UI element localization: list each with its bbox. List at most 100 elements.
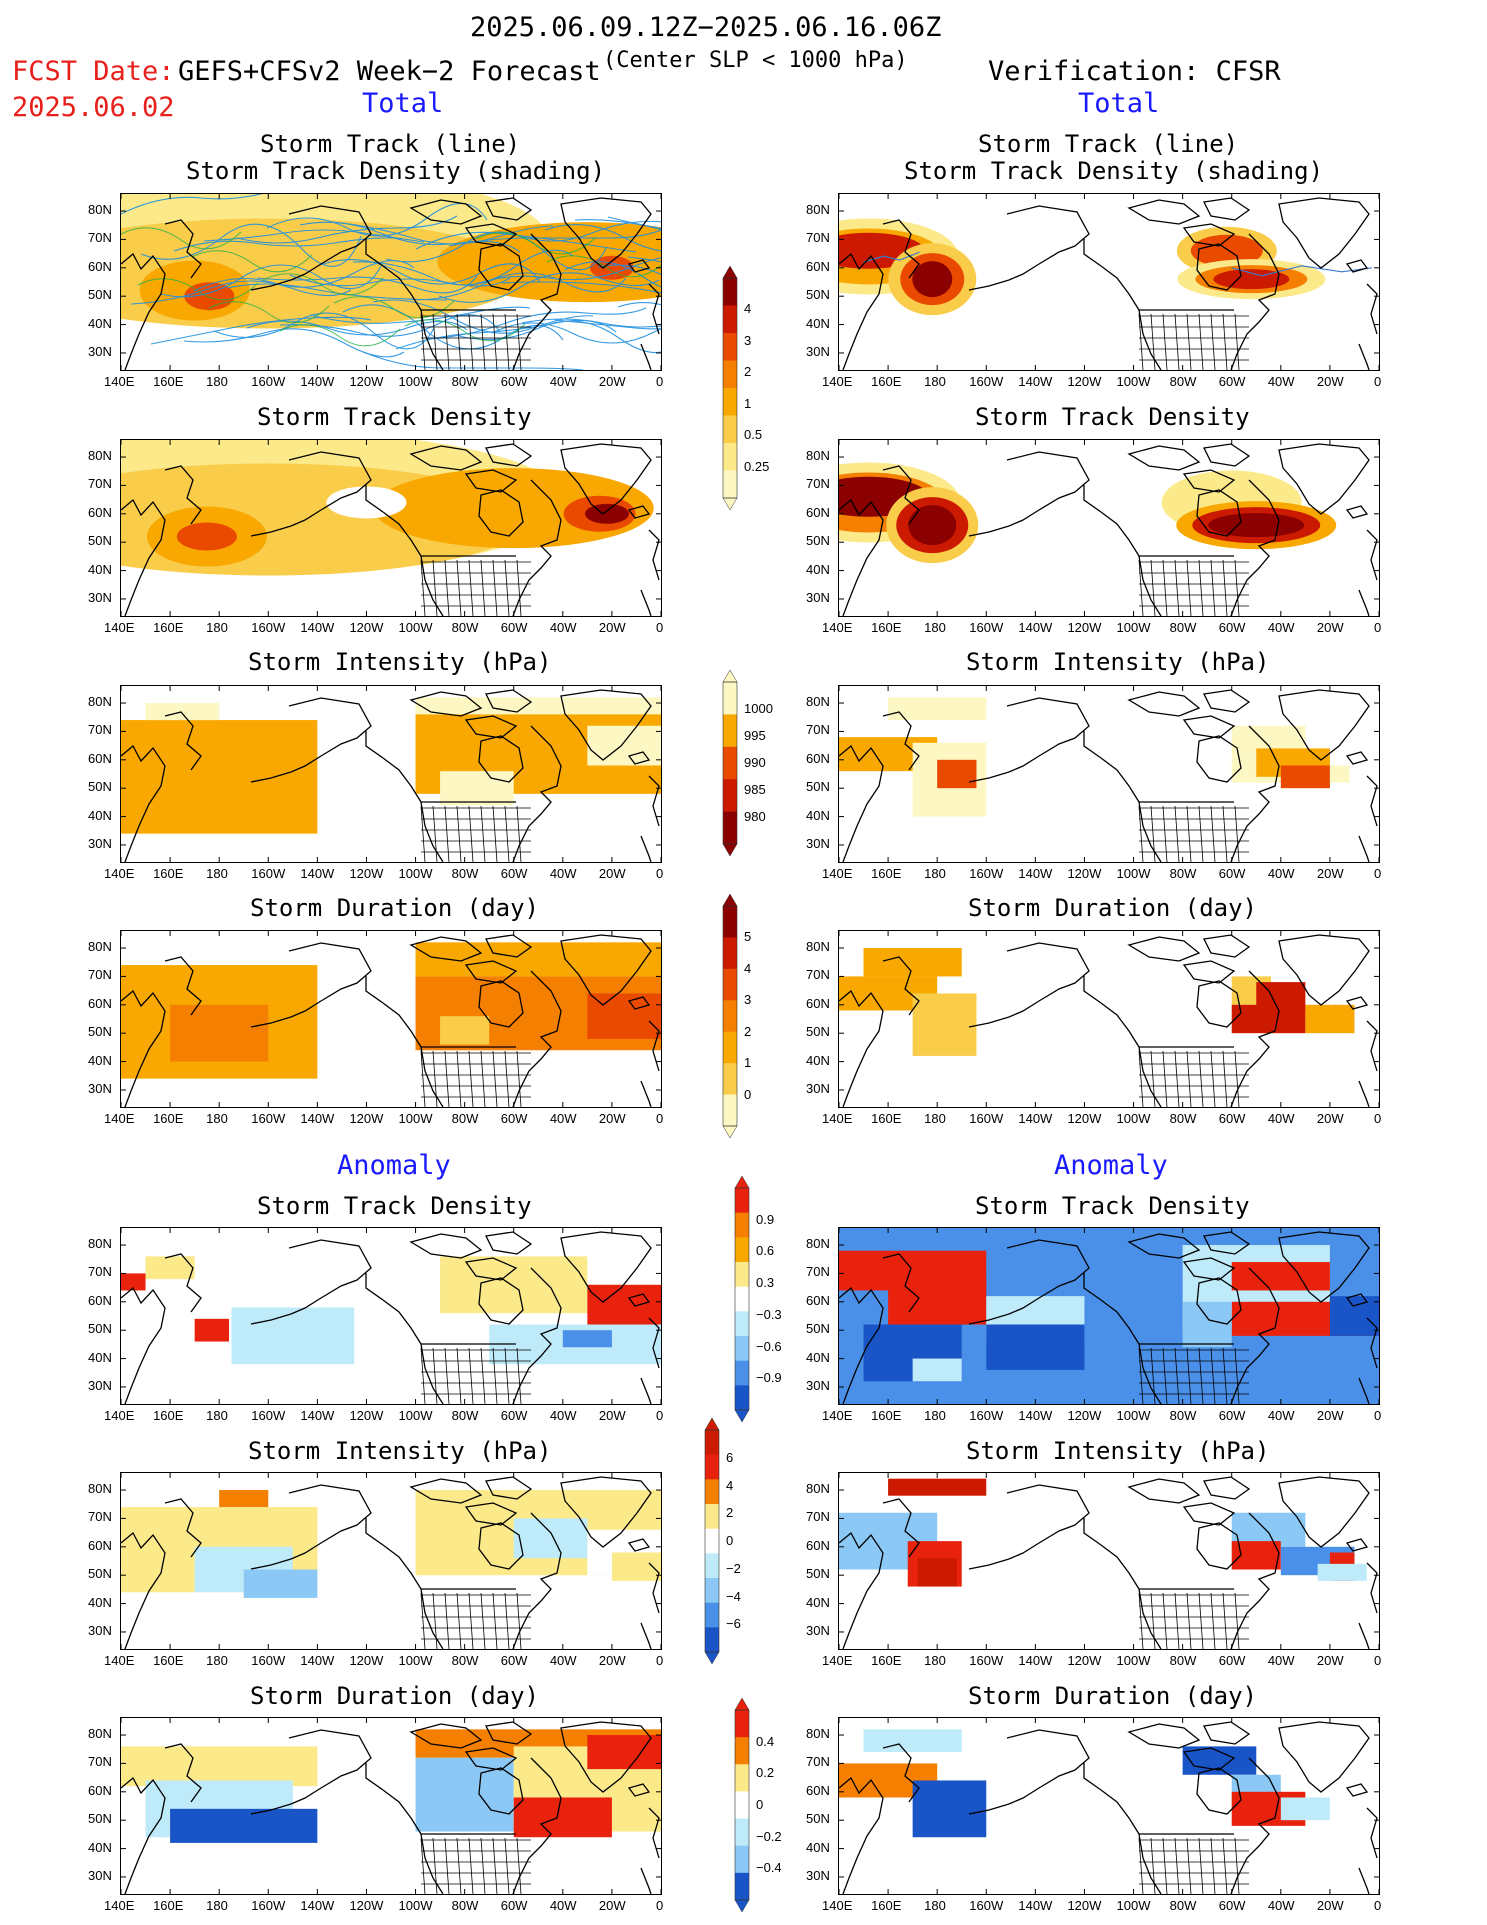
lat-label: 80N xyxy=(806,694,830,710)
lon-label: 80W xyxy=(1169,1898,1197,1913)
lon-label: 180 xyxy=(924,1111,946,1126)
lat-label: 70N xyxy=(88,1264,112,1280)
lat-label: 40N xyxy=(806,1839,830,1855)
panel-l3-title: Storm Intensity (hPa) xyxy=(248,648,552,676)
lon-label: 0 xyxy=(1374,1111,1382,1126)
map-plot-r4 xyxy=(839,931,1379,1107)
lon-label: 20W xyxy=(1316,374,1344,389)
lon-label: 140E xyxy=(104,620,135,635)
lon-label: 140E xyxy=(822,374,853,389)
map-plot-l1 xyxy=(121,194,661,370)
lat-label: 50N xyxy=(806,779,830,795)
lat-label: 80N xyxy=(88,1481,112,1497)
colorbar-label: 5 xyxy=(744,929,752,945)
lon-label: 40W xyxy=(549,1408,577,1423)
lon-label: 140W xyxy=(1018,1653,1053,1668)
lon-label: 140W xyxy=(300,866,335,881)
map-plot-l5 xyxy=(121,1228,661,1404)
lat-label: 30N xyxy=(88,1080,112,1096)
map-panel-l4 xyxy=(120,930,662,1108)
lon-label: 140W xyxy=(1018,620,1053,635)
lat-label: 30N xyxy=(88,589,112,605)
lon-label: 160W xyxy=(251,374,286,389)
map-panel-r7 xyxy=(838,1717,1380,1895)
map-plot-r7 xyxy=(839,1718,1379,1894)
lon-label: 160W xyxy=(251,1653,286,1668)
lon-label: 40W xyxy=(1267,866,1295,881)
lat-label: 80N xyxy=(806,1236,830,1252)
lat-label: 80N xyxy=(88,939,112,955)
lat-label: 50N xyxy=(88,287,112,303)
lat-label: 30N xyxy=(88,835,112,851)
colorbar-label: −4 xyxy=(726,1588,741,1604)
lon-label: 20W xyxy=(598,1898,626,1913)
lon-label: 160W xyxy=(251,1111,286,1126)
panel-l1-title-2: Storm Track Density (shading) xyxy=(186,157,606,185)
lon-label: 60W xyxy=(500,866,528,881)
lon-label: 180 xyxy=(924,1653,946,1668)
lat-label: 30N xyxy=(88,1622,112,1638)
lon-label: 140W xyxy=(300,1111,335,1126)
lon-label: 80W xyxy=(451,374,479,389)
lon-label: 140W xyxy=(1018,1111,1053,1126)
map-panel-r5 xyxy=(838,1227,1380,1405)
lon-label: 60W xyxy=(500,1653,528,1668)
lon-label: 160W xyxy=(969,1111,1004,1126)
lon-label: 100W xyxy=(398,1898,433,1913)
lon-label: 20W xyxy=(1316,1653,1344,1668)
lon-label: 140E xyxy=(822,1111,853,1126)
lon-label: 120W xyxy=(1067,866,1102,881)
panel-r2-title: Storm Track Density xyxy=(975,403,1250,431)
colorbar-density xyxy=(722,266,738,510)
colorbar-label: −0.6 xyxy=(756,1338,782,1354)
lon-label: 60W xyxy=(1218,1408,1246,1423)
colorbar-anom_duration xyxy=(734,1698,750,1912)
lon-label: 160W xyxy=(251,866,286,881)
lat-label: 70N xyxy=(806,476,830,492)
map-plot-l2 xyxy=(121,440,661,616)
colorbar-label: 0 xyxy=(744,1086,752,1102)
lon-label: 0 xyxy=(656,1111,664,1126)
lon-label: 140E xyxy=(822,866,853,881)
lon-label: 160E xyxy=(153,1898,184,1913)
lat-label: 40N xyxy=(806,1594,830,1610)
lon-label: 60W xyxy=(1218,374,1246,389)
lat-label: 40N xyxy=(88,807,112,823)
lon-label: 180 xyxy=(206,1408,228,1423)
colorbar-label: 0 xyxy=(756,1797,764,1812)
colorbar-label: 0.25 xyxy=(744,458,770,474)
lon-label: 40W xyxy=(1267,374,1295,389)
colorbar-label: 4 xyxy=(744,301,752,317)
lon-label: 120W xyxy=(1067,1898,1102,1913)
map-panel-l5 xyxy=(120,1227,662,1405)
map-panel-r6 xyxy=(838,1472,1380,1650)
lat-label: 50N xyxy=(806,287,830,303)
lon-label: 140E xyxy=(822,1653,853,1668)
lon-label: 180 xyxy=(206,1898,228,1913)
total-label-left: Total xyxy=(362,88,444,119)
lon-label: 140E xyxy=(822,620,853,635)
lat-label: 70N xyxy=(806,967,830,983)
lon-label: 40W xyxy=(549,1898,577,1913)
lon-label: 40W xyxy=(549,1653,577,1668)
lon-label: 120W xyxy=(1067,1408,1102,1423)
colorbar-label: −0.3 xyxy=(756,1306,782,1322)
lon-label: 100W xyxy=(398,374,433,389)
lat-label: 80N xyxy=(806,1481,830,1497)
map-plot-r2 xyxy=(839,440,1379,616)
lon-label: 60W xyxy=(500,1408,528,1423)
lon-label: 120W xyxy=(349,620,384,635)
colorbar-label: 0.5 xyxy=(744,427,763,443)
panel-r1-title-1: Storm Track (line) xyxy=(978,130,1239,158)
lon-label: 120W xyxy=(1067,1653,1102,1668)
map-plot-l4 xyxy=(121,931,661,1107)
lon-label: 120W xyxy=(1067,620,1102,635)
lon-label: 80W xyxy=(1169,620,1197,635)
lat-label: 50N xyxy=(806,1811,830,1827)
lat-label: 80N xyxy=(806,1726,830,1742)
total-label-right: Total xyxy=(1078,88,1160,119)
lon-label: 0 xyxy=(1374,866,1382,881)
lon-label: 120W xyxy=(349,1111,384,1126)
fcst-date-label: FCST Date: xyxy=(12,56,175,87)
lon-label: 0 xyxy=(656,866,664,881)
